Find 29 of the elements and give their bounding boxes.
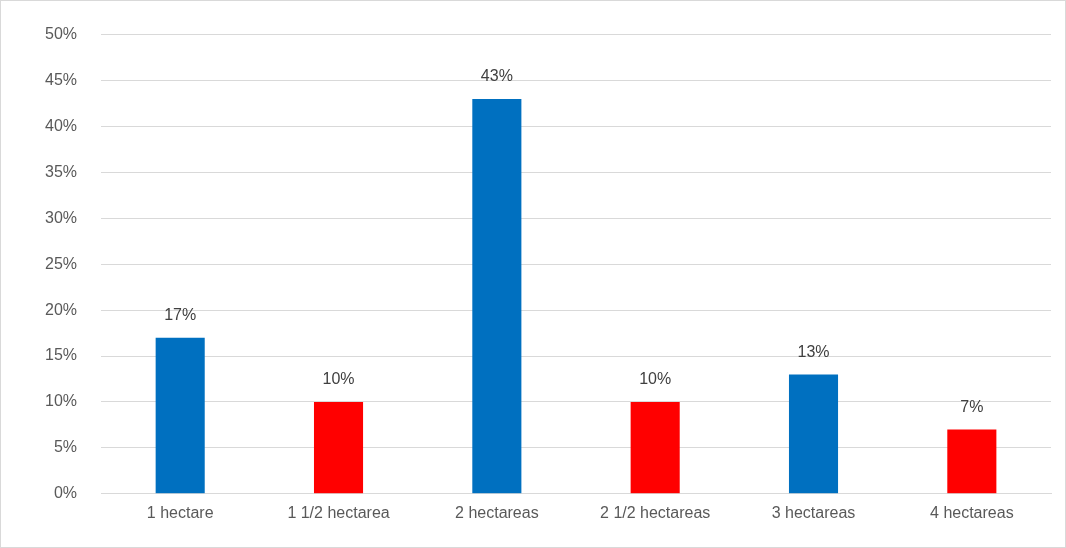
x-tick-label: 2 1/2 hectareas (600, 503, 711, 521)
y-tick-label: 5% (53, 438, 78, 456)
bar (313, 401, 364, 494)
data-label: 13% (797, 342, 830, 360)
bar (630, 401, 680, 494)
y-tick-label: 50% (44, 25, 78, 43)
bar (788, 374, 839, 494)
data-label: 43% (480, 67, 513, 85)
y-tick-label: 35% (44, 162, 78, 180)
x-tick-label: 3 hectareas (771, 503, 856, 521)
bar (947, 429, 997, 494)
data-label: 17% (164, 306, 197, 324)
x-tick-label: 1 1/2 hectarea (287, 503, 390, 521)
bar (155, 337, 205, 494)
x-tick-label: 1 hectare (146, 503, 214, 521)
y-tick-label: 0% (53, 484, 78, 502)
y-tick-label: 15% (44, 346, 78, 364)
y-tick-label: 10% (44, 392, 78, 410)
x-tick-label: 4 hectareas (930, 503, 1014, 521)
x-tick-label: 2 hectareas (455, 503, 539, 521)
y-tick-label: 30% (44, 208, 78, 226)
y-tick-label: 25% (44, 254, 78, 272)
data-label: 7% (960, 397, 984, 415)
data-label: 10% (322, 370, 355, 388)
y-tick-label: 45% (44, 70, 78, 88)
y-tick-label: 40% (44, 116, 78, 134)
data-label: 10% (639, 370, 672, 388)
bar (472, 98, 522, 494)
y-tick-label: 20% (44, 300, 78, 318)
